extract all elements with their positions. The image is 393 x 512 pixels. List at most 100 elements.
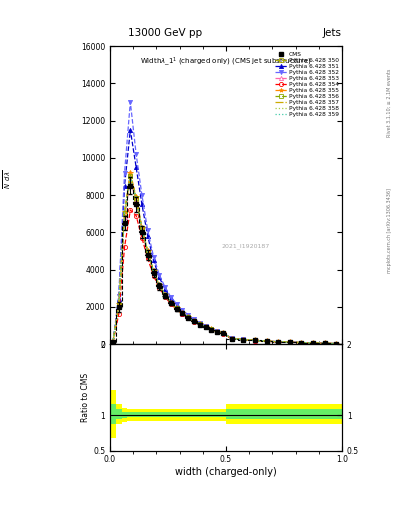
Pythia 6.428 355 (310, 340, 315, 346)
Pythia 6.428 358 (253, 337, 257, 344)
Pythia 6.428 353 (157, 283, 162, 289)
Pythia 6.428 352 (253, 337, 257, 344)
Pythia 6.428 351 (230, 335, 234, 342)
Pythia 6.428 351 (145, 233, 150, 239)
Pythia 6.428 353 (264, 338, 269, 344)
Pythia 6.428 350 (169, 300, 173, 306)
Pythia 6.428 354 (253, 337, 257, 344)
Pythia 6.428 359 (174, 305, 179, 311)
Pythia 6.428 350 (192, 318, 196, 324)
Pythia 6.428 358 (203, 324, 208, 330)
Pythia 6.428 357 (276, 339, 281, 345)
Pythia 6.428 352 (186, 312, 191, 318)
Pythia 6.428 351 (287, 339, 292, 345)
Pythia 6.428 357 (192, 318, 196, 325)
Pythia 6.428 355 (174, 305, 179, 311)
Pythia 6.428 352 (163, 284, 167, 290)
Pythia 6.428 356 (198, 322, 202, 328)
Pythia 6.428 352 (151, 253, 156, 260)
Text: mcplots.cern.ch [arXiv:1306.3436]: mcplots.cern.ch [arXiv:1306.3436] (387, 188, 391, 273)
Pythia 6.428 353 (145, 250, 150, 257)
Pythia 6.428 353 (174, 306, 179, 312)
Pythia 6.428 358 (169, 300, 173, 306)
Pythia 6.428 356 (287, 339, 292, 345)
Text: $\frac{1}{N}\,\frac{dN}{d\lambda}$: $\frac{1}{N}\,\frac{dN}{d\lambda}$ (0, 169, 13, 189)
Pythia 6.428 358 (157, 283, 162, 289)
Pythia 6.428 357 (134, 196, 138, 202)
Pythia 6.428 357 (264, 338, 269, 344)
Pythia 6.428 355 (241, 336, 246, 343)
Pythia 6.428 355 (116, 301, 121, 307)
Pythia 6.428 352 (169, 294, 173, 300)
Pythia 6.428 353 (334, 340, 338, 347)
Pythia 6.428 357 (334, 340, 338, 347)
Pythia 6.428 357 (241, 336, 246, 343)
Pythia 6.428 353 (310, 340, 315, 346)
Pythia 6.428 358 (192, 318, 196, 324)
Pythia 6.428 350 (209, 327, 214, 333)
Pythia 6.428 355 (128, 169, 133, 176)
Pythia 6.428 355 (221, 330, 226, 336)
Pythia 6.428 354 (134, 212, 138, 219)
Pythia 6.428 356 (174, 305, 179, 311)
Pythia 6.428 351 (209, 326, 214, 332)
Pythia 6.428 359 (140, 225, 144, 231)
Pythia 6.428 352 (241, 336, 246, 343)
Pythia 6.428 353 (241, 336, 246, 343)
Pythia 6.428 358 (299, 339, 304, 346)
Pythia 6.428 350 (122, 210, 127, 217)
Pythia 6.428 351 (157, 274, 162, 281)
Text: 2021_I1920187: 2021_I1920187 (221, 243, 270, 249)
Pythia 6.428 354 (145, 255, 150, 262)
Pythia 6.428 353 (209, 327, 214, 333)
Pythia 6.428 358 (116, 302, 121, 308)
Pythia 6.428 350 (140, 226, 144, 232)
Pythia 6.428 359 (192, 318, 196, 324)
Pythia 6.428 354 (174, 306, 179, 312)
Pythia 6.428 357 (310, 340, 315, 346)
Pythia 6.428 353 (180, 310, 185, 316)
Pythia 6.428 353 (163, 293, 167, 299)
Pythia 6.428 358 (322, 340, 327, 347)
Pythia 6.428 352 (299, 339, 304, 346)
Pythia 6.428 357 (122, 211, 127, 217)
Pythia 6.428 354 (140, 235, 144, 241)
Pythia 6.428 353 (215, 329, 220, 335)
Pythia 6.428 359 (299, 339, 304, 346)
Line: Pythia 6.428 356: Pythia 6.428 356 (111, 174, 338, 346)
Pythia 6.428 359 (209, 327, 214, 333)
Pythia 6.428 358 (276, 339, 281, 345)
Pythia 6.428 352 (215, 328, 220, 334)
Pythia 6.428 359 (186, 314, 191, 321)
Pythia 6.428 353 (287, 339, 292, 346)
Pythia 6.428 352 (180, 307, 185, 313)
Pythia 6.428 355 (140, 225, 144, 231)
Pythia 6.428 354 (116, 311, 121, 317)
Pythia 6.428 353 (276, 339, 281, 345)
Pythia 6.428 357 (145, 249, 150, 255)
Pythia 6.428 350 (180, 310, 185, 316)
Pythia 6.428 354 (180, 311, 185, 317)
Pythia 6.428 350 (253, 337, 257, 344)
Pythia 6.428 359 (198, 321, 202, 327)
Pythia 6.428 351 (299, 339, 304, 346)
Pythia 6.428 355 (151, 268, 156, 274)
Pythia 6.428 355 (180, 310, 185, 316)
X-axis label: width (charged-only): width (charged-only) (175, 467, 277, 477)
Pythia 6.428 359 (116, 302, 121, 308)
Pythia 6.428 355 (198, 321, 202, 327)
Pythia 6.428 352 (140, 192, 144, 198)
Pythia 6.428 357 (140, 226, 144, 232)
Pythia 6.428 355 (186, 314, 191, 321)
Pythia 6.428 353 (140, 227, 144, 233)
Pythia 6.428 359 (310, 340, 315, 346)
Pythia 6.428 357 (198, 322, 202, 328)
Pythia 6.428 354 (276, 339, 281, 345)
Pythia 6.428 352 (322, 340, 327, 346)
Pythia 6.428 350 (134, 196, 138, 202)
Pythia 6.428 357 (174, 305, 179, 311)
Pythia 6.428 350 (299, 339, 304, 346)
Line: Pythia 6.428 358: Pythia 6.428 358 (113, 176, 336, 344)
Pythia 6.428 353 (221, 330, 226, 336)
Pythia 6.428 354 (198, 322, 202, 328)
